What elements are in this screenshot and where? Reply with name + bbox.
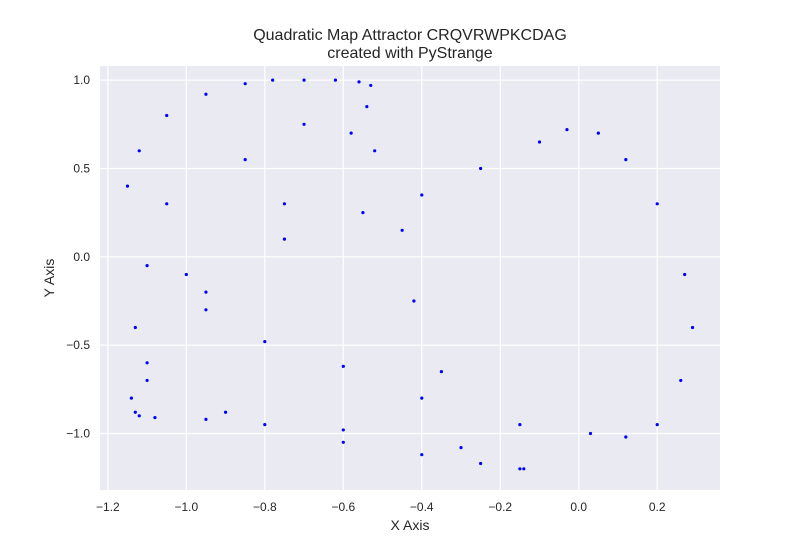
scatter-point xyxy=(683,272,687,277)
scatter-point xyxy=(373,149,377,153)
scatter-point xyxy=(679,378,683,383)
chart-subtitle: created with PyStrange xyxy=(327,45,493,62)
x-tick-label: −1.2 xyxy=(96,500,120,514)
scatter-point xyxy=(204,92,208,96)
scatter-point xyxy=(420,396,424,400)
scatter-point xyxy=(333,78,338,82)
scatter-point xyxy=(479,461,483,466)
scatter-point xyxy=(479,166,483,171)
scatter-point xyxy=(655,202,659,206)
x-tick-label: −0.6 xyxy=(331,500,355,514)
x-axis-label: X Axis xyxy=(391,517,430,533)
scatter-point xyxy=(133,410,137,414)
y-tick-label: −1.0 xyxy=(66,426,90,440)
x-tick-label: 0.0 xyxy=(570,500,587,514)
scatter-point xyxy=(204,308,208,312)
y-axis-label: Y Axis xyxy=(41,259,57,298)
scatter-point xyxy=(400,228,404,232)
scatter-point xyxy=(243,82,247,86)
scatter-point xyxy=(223,410,228,414)
scatter-point xyxy=(412,299,416,303)
plot-area xyxy=(100,66,720,490)
scatter-point xyxy=(439,370,443,374)
scatter-point xyxy=(145,378,149,383)
scatter-point xyxy=(588,431,593,436)
x-tick-label: −0.8 xyxy=(253,500,277,514)
scatter-point xyxy=(624,435,628,439)
scatter-point xyxy=(690,325,695,330)
scatter-point xyxy=(145,361,149,365)
scatter-point xyxy=(282,237,287,241)
scatter-point xyxy=(341,364,345,368)
scatter-point xyxy=(522,467,526,471)
scatter-point xyxy=(341,428,345,432)
scatter-point xyxy=(165,113,169,118)
scatter-point xyxy=(518,467,522,471)
scatter-point xyxy=(596,131,600,135)
scatter-point xyxy=(302,78,306,82)
scatter-point xyxy=(282,202,287,206)
scatter-point xyxy=(420,193,424,197)
scatter-point xyxy=(165,202,169,206)
scatter-point xyxy=(137,414,141,418)
x-tick-label: −1.0 xyxy=(174,500,198,514)
scatter-point xyxy=(204,290,208,294)
scatter-point xyxy=(302,122,306,126)
chart-title: Quadratic Map Attractor CRQVRWPKCDAG xyxy=(253,27,567,44)
scatter-point xyxy=(137,149,141,153)
scatter-point xyxy=(263,423,267,427)
x-tick-label: 0.2 xyxy=(649,500,666,514)
scatter-point xyxy=(243,158,247,162)
scatter-point xyxy=(565,128,569,132)
y-tick-label: −0.5 xyxy=(66,338,90,352)
scatter-point xyxy=(420,453,424,457)
y-tick-label: 0.0 xyxy=(73,250,90,264)
scatter-point xyxy=(459,446,463,450)
scatter-point xyxy=(125,184,130,188)
scatter-point xyxy=(349,131,353,135)
scatter-point xyxy=(357,80,361,84)
scatter-point xyxy=(655,423,659,427)
scatter-point xyxy=(153,415,157,420)
scatter-point xyxy=(133,325,137,330)
y-tick-label: 1.0 xyxy=(73,73,90,87)
scatter-point xyxy=(365,105,369,109)
scatter-point xyxy=(341,440,345,444)
scatter-point xyxy=(184,272,188,277)
scatter-point xyxy=(537,140,542,144)
scatter-point xyxy=(271,78,275,82)
scatter-point xyxy=(204,417,208,421)
scatter-point xyxy=(369,83,373,88)
scatter-point xyxy=(361,211,365,215)
scatter-point xyxy=(518,423,522,427)
x-tick-label: −0.2 xyxy=(488,500,512,514)
scatter-point xyxy=(624,158,628,162)
scatter-point xyxy=(129,396,133,400)
scatter-point xyxy=(145,264,149,268)
y-tick-label: 0.5 xyxy=(73,161,90,175)
x-tick-label: −0.4 xyxy=(410,500,434,514)
scatter-point xyxy=(263,340,267,344)
